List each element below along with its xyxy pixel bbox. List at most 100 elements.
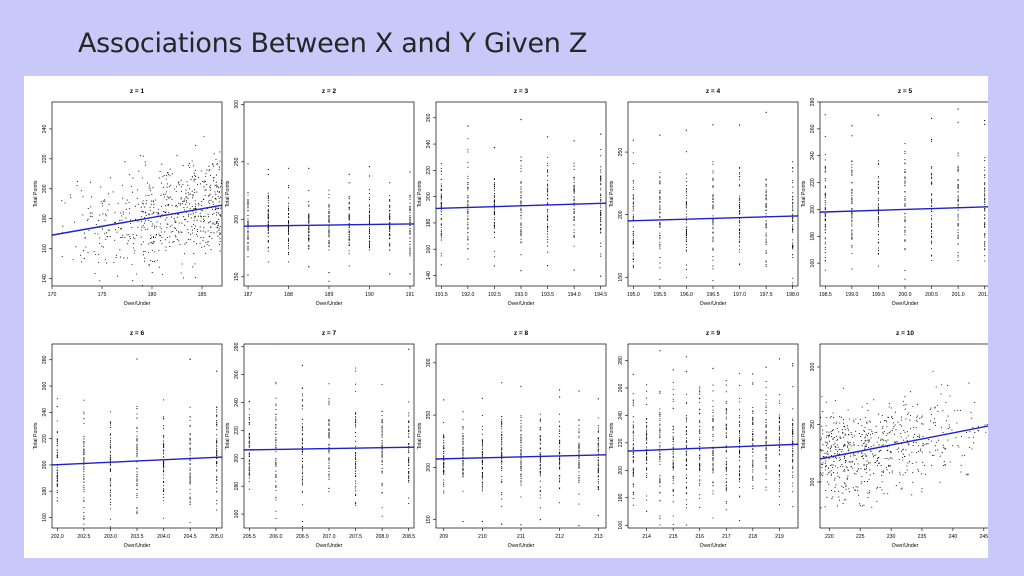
data-point xyxy=(443,465,445,468)
data-point xyxy=(559,462,561,464)
data-point xyxy=(184,243,186,245)
data-point xyxy=(83,517,85,519)
data-point xyxy=(886,469,888,471)
data-points xyxy=(56,358,218,528)
data-point xyxy=(573,162,575,164)
data-point xyxy=(154,227,156,229)
data-point xyxy=(984,189,986,192)
data-point xyxy=(167,223,169,225)
data-point xyxy=(685,415,687,417)
data-point xyxy=(957,235,959,237)
data-point xyxy=(984,191,986,193)
data-point xyxy=(215,221,217,223)
data-point xyxy=(904,159,906,161)
data-point xyxy=(193,220,195,222)
data-point xyxy=(957,169,959,172)
data-point xyxy=(725,490,727,492)
data-point xyxy=(328,444,330,446)
data-point xyxy=(389,249,391,251)
data-point xyxy=(632,255,634,257)
data-point xyxy=(381,515,383,517)
data-point xyxy=(443,447,445,449)
data-point xyxy=(355,482,357,484)
data-point xyxy=(659,500,661,502)
data-point xyxy=(267,221,269,223)
data-point xyxy=(348,265,350,267)
data-point xyxy=(382,341,383,342)
data-point xyxy=(136,445,138,447)
data-point xyxy=(659,457,661,459)
data-point xyxy=(685,446,687,448)
data-point xyxy=(189,477,191,479)
data-point xyxy=(902,453,904,455)
data-point xyxy=(877,238,879,241)
data-point xyxy=(672,388,674,390)
data-point xyxy=(904,199,906,201)
data-point xyxy=(348,207,350,209)
data-point xyxy=(632,405,634,407)
data-point xyxy=(632,234,634,236)
data-point xyxy=(792,218,794,220)
data-point xyxy=(712,198,714,201)
data-point xyxy=(368,240,371,242)
x-tick-label: 200.0 xyxy=(899,292,912,298)
data-point xyxy=(600,177,602,179)
x-tick-label: 198.5 xyxy=(819,292,832,298)
data-point xyxy=(725,481,727,483)
data-point xyxy=(267,240,269,242)
plot-frame xyxy=(819,101,991,287)
data-point xyxy=(348,229,350,231)
y-tick-label: 260 xyxy=(234,370,240,379)
data-point xyxy=(559,464,561,466)
data-point xyxy=(725,470,727,472)
data-point xyxy=(189,473,191,475)
data-point xyxy=(726,332,727,333)
data-point xyxy=(520,459,522,461)
data-point xyxy=(368,238,371,240)
data-point xyxy=(122,213,124,215)
x-tick-label: 213 xyxy=(594,534,603,540)
data-point xyxy=(275,486,277,488)
data-point xyxy=(632,483,634,485)
data-point xyxy=(467,218,469,220)
data-point xyxy=(104,200,106,202)
y-axis-label: Total Points xyxy=(33,180,39,207)
data-point xyxy=(389,229,391,231)
data-point xyxy=(712,433,714,436)
data-point xyxy=(163,417,165,419)
data-point xyxy=(217,224,219,226)
data-point xyxy=(212,196,214,198)
data-point xyxy=(99,237,101,239)
data-point xyxy=(573,189,575,192)
data-point xyxy=(248,400,250,402)
data-point xyxy=(409,229,411,232)
data-point xyxy=(712,249,714,251)
data-point xyxy=(328,422,330,424)
data-points xyxy=(440,119,602,277)
plot-title: z = 3 xyxy=(514,88,529,95)
data-point xyxy=(659,450,661,452)
data-point xyxy=(824,192,826,194)
data-point xyxy=(559,451,561,454)
data-point xyxy=(539,497,541,499)
data-point xyxy=(248,438,250,440)
data-point xyxy=(409,225,411,227)
data-point xyxy=(659,198,661,200)
data-point xyxy=(189,188,191,190)
data-point xyxy=(142,225,144,227)
data-point xyxy=(301,404,303,406)
data-point xyxy=(778,479,780,481)
data-point xyxy=(699,484,701,486)
data-point xyxy=(287,223,290,225)
data-point xyxy=(287,229,290,231)
regression-line xyxy=(52,456,222,466)
data-point xyxy=(831,433,833,435)
data-point xyxy=(765,252,767,254)
data-point xyxy=(699,409,701,411)
plot-title: z = 7 xyxy=(322,330,337,337)
data-point xyxy=(520,442,522,444)
data-point xyxy=(931,173,933,175)
data-point xyxy=(440,203,442,205)
data-point xyxy=(824,246,826,249)
